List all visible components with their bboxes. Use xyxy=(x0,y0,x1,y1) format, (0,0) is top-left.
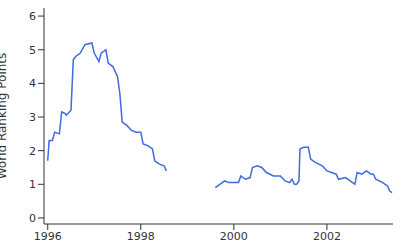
svg-text:1996: 1996 xyxy=(34,230,62,243)
svg-text:2: 2 xyxy=(29,145,36,158)
svg-text:3: 3 xyxy=(29,111,36,124)
svg-text:1998: 1998 xyxy=(127,230,155,243)
svg-text:2002: 2002 xyxy=(313,230,341,243)
svg-text:6: 6 xyxy=(29,10,36,23)
svg-text:2000: 2000 xyxy=(220,230,248,243)
svg-text:0: 0 xyxy=(29,212,36,225)
svg-text:4: 4 xyxy=(29,77,36,90)
svg-text:World Ranking Points: World Ranking Points xyxy=(8,53,9,180)
svg-text:5: 5 xyxy=(29,44,36,57)
svg-text:1: 1 xyxy=(29,178,36,191)
